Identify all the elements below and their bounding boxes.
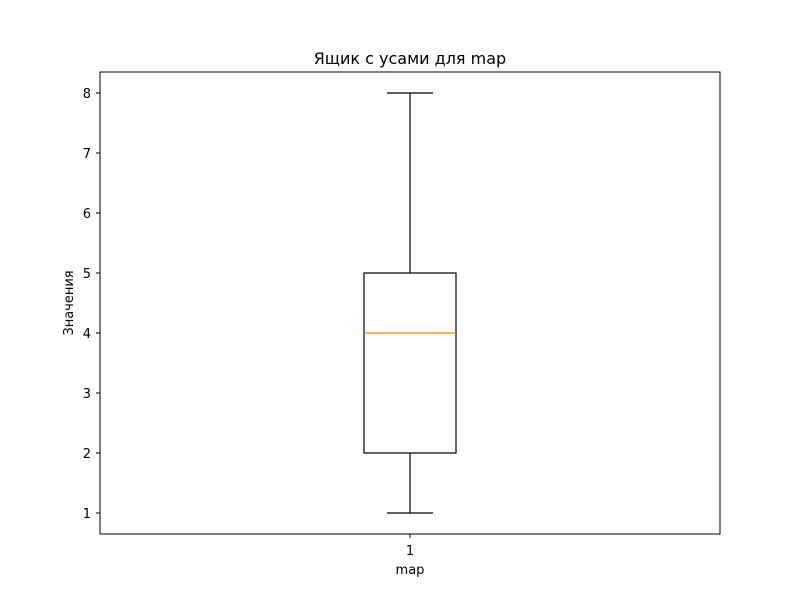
- chart-title: Ящик с усами для map: [314, 49, 506, 68]
- y-tick-label: 7: [83, 147, 91, 162]
- y-tick-label: 4: [83, 327, 91, 342]
- y-tick-label: 2: [83, 447, 91, 462]
- plot-area: 1 2 3 4 5 6 7 8 1: [83, 71, 721, 559]
- x-axis-label: map: [396, 563, 425, 578]
- y-tick-label: 1: [83, 507, 91, 522]
- y-tick-label: 6: [83, 207, 91, 222]
- y-tick-label: 8: [83, 87, 91, 102]
- y-tick-label: 5: [83, 267, 91, 282]
- x-tick-label: 1: [406, 544, 414, 559]
- box-iqr: [363, 272, 457, 454]
- y-axis-label: Значения: [62, 270, 77, 335]
- y-tick-label: 3: [83, 387, 91, 402]
